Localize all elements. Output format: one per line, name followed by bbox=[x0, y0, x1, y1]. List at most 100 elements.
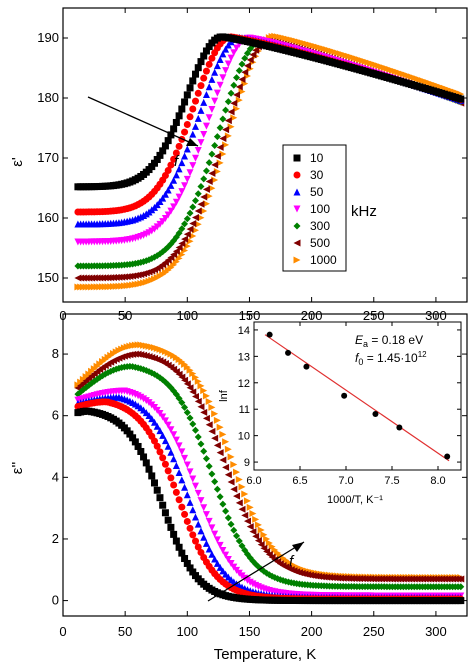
bottom-point-30 bbox=[178, 503, 186, 511]
top-point-10 bbox=[159, 147, 167, 155]
bottom-point-500 bbox=[457, 575, 465, 583]
bottom-point-500 bbox=[186, 384, 194, 392]
top-point-500 bbox=[189, 219, 197, 227]
bottom-point-1000 bbox=[249, 510, 257, 518]
top-point-10 bbox=[183, 91, 191, 99]
top-point-10 bbox=[194, 64, 202, 72]
top-point-100 bbox=[197, 139, 205, 147]
top-point-50 bbox=[159, 194, 167, 202]
bottom-point-300 bbox=[194, 433, 202, 441]
top-point-100 bbox=[202, 122, 210, 130]
top-point-500 bbox=[238, 75, 246, 83]
top-point-1000 bbox=[227, 123, 235, 131]
activation-energy-label: Ea = 0.18 eV bbox=[355, 333, 423, 349]
top-point-500 bbox=[194, 207, 202, 215]
bottom-series-500 bbox=[74, 350, 465, 583]
bottom-point-30 bbox=[150, 437, 158, 445]
top-point-300 bbox=[235, 67, 243, 75]
bottom-point-500 bbox=[192, 392, 200, 400]
top-point-500 bbox=[216, 143, 224, 151]
inset-point bbox=[266, 331, 273, 338]
bottom-point-500 bbox=[208, 427, 216, 435]
y-tick-label: 190 bbox=[37, 30, 59, 45]
bottom-axes: 0 50 100 150 200 250 300 0 2 4 6 8 bbox=[52, 314, 467, 639]
top-point-10 bbox=[192, 70, 200, 78]
legend-unit-label: kHz bbox=[351, 203, 377, 220]
top-point-500 bbox=[230, 99, 238, 107]
top-point-100 bbox=[216, 81, 224, 89]
legend-box bbox=[282, 144, 347, 272]
top-point-30 bbox=[175, 142, 183, 150]
bottom-point-100 bbox=[216, 541, 224, 549]
bottom-point-300 bbox=[216, 493, 224, 501]
top-point-500 bbox=[186, 225, 194, 233]
bottom-point-300 bbox=[224, 514, 232, 522]
x-tick-label: 300 bbox=[425, 624, 447, 639]
bottom-point-1000 bbox=[202, 392, 210, 400]
prefactor-label: f0 = 1.45·1012 bbox=[355, 350, 427, 367]
bottom-point-30 bbox=[181, 510, 189, 518]
top-point-300 bbox=[230, 81, 238, 89]
top-panel: 050100150200250300150160170180190 ε' f 1… bbox=[9, 7, 468, 323]
bottom-point-50 bbox=[175, 469, 183, 477]
bottom-point-300 bbox=[189, 420, 197, 428]
top-point-1000 bbox=[197, 214, 205, 222]
bottom-point-500 bbox=[213, 441, 221, 449]
top-point-30 bbox=[205, 60, 213, 68]
bottom-point-500 bbox=[238, 505, 246, 513]
bottom-point-500 bbox=[254, 537, 262, 545]
inset-plot-frame bbox=[253, 321, 462, 471]
bottom-point-500 bbox=[126, 351, 134, 359]
bottom-point-300 bbox=[205, 462, 213, 470]
top-point-10 bbox=[170, 125, 178, 133]
legend-marker-1000 bbox=[293, 256, 301, 264]
bottom-point-500 bbox=[243, 517, 251, 525]
top-point-100 bbox=[181, 182, 189, 190]
top-point-100 bbox=[192, 154, 200, 162]
top-point-50 bbox=[216, 55, 224, 63]
top-point-1000 bbox=[194, 220, 202, 228]
top-point-50 bbox=[211, 68, 219, 76]
bottom-point-50 bbox=[213, 559, 221, 567]
top-point-1000 bbox=[224, 132, 232, 140]
bottom-point-10 bbox=[167, 523, 175, 531]
top-point-10 bbox=[178, 105, 186, 113]
y-tick-label: 180 bbox=[37, 90, 59, 105]
top-point-100 bbox=[222, 67, 230, 75]
bottom-point-50 bbox=[178, 476, 186, 484]
top-point-300 bbox=[175, 229, 183, 237]
y-tick-label: 160 bbox=[37, 210, 59, 225]
bottom-point-50 bbox=[200, 533, 208, 541]
top-point-500 bbox=[175, 244, 183, 252]
y-tick-label: 0 bbox=[52, 593, 59, 608]
bottom-point-100 bbox=[211, 530, 219, 538]
top-point-100 bbox=[200, 130, 208, 138]
bottom-point-1000 bbox=[194, 377, 202, 385]
bottom-point-50 bbox=[189, 506, 197, 514]
inset-fit-line bbox=[264, 334, 450, 462]
bottom-point-1000 bbox=[241, 490, 249, 498]
top-point-1000 bbox=[183, 242, 191, 250]
bottom-point-10 bbox=[172, 537, 180, 545]
top-point-30 bbox=[181, 128, 189, 136]
bottom-point-300 bbox=[227, 520, 235, 528]
top-point-10 bbox=[202, 47, 210, 55]
top-point-1000 bbox=[202, 200, 210, 208]
top-point-300 bbox=[194, 190, 202, 198]
x-tick-label: 150 bbox=[239, 624, 261, 639]
x-tick-label: 8.0 bbox=[430, 475, 445, 487]
top-point-50 bbox=[183, 145, 191, 153]
top-point-300 bbox=[227, 89, 235, 97]
bottom-point-300 bbox=[183, 409, 191, 417]
bottom-point-500 bbox=[189, 388, 197, 396]
top-point-300 bbox=[222, 106, 230, 114]
top-point-50 bbox=[197, 106, 205, 114]
top-point-50 bbox=[202, 91, 210, 99]
bottom-point-50 bbox=[148, 415, 156, 423]
bottom-point-50 bbox=[205, 545, 213, 553]
bottom-point-100 bbox=[219, 546, 227, 554]
bottom-point-50 bbox=[202, 539, 210, 547]
legend-label-30: 30 bbox=[310, 168, 324, 182]
x-tick-label: 50 bbox=[118, 624, 132, 639]
top-point-1000 bbox=[181, 247, 189, 255]
